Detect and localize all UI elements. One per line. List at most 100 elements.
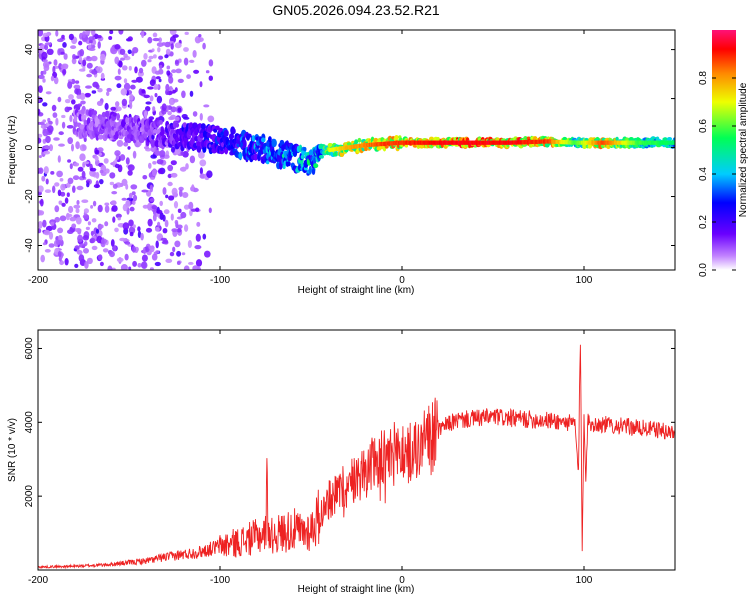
spectrogram-cell [79, 92, 86, 100]
spectrogram-cell [169, 251, 175, 257]
spectrogram-cell [140, 261, 148, 270]
spectrogram-cell [192, 111, 198, 117]
figure-title: GN05.2026.094.23.52.R21 [272, 2, 440, 18]
spectrogram-cell [189, 59, 195, 64]
x-tick-label: 100 [576, 275, 593, 286]
spectrogram-cell [184, 31, 189, 35]
spectrogram-cell [57, 96, 62, 103]
spectrogram-cell [194, 245, 202, 250]
spectrogram-cell [44, 42, 52, 46]
spectrogram-cell [85, 30, 91, 35]
spectrogram-cell [89, 237, 96, 244]
spectrogram-cell [42, 128, 49, 137]
spectrogram-cell [50, 221, 55, 226]
spectrogram-cell [150, 245, 155, 253]
spectrogram-cell [38, 108, 41, 115]
spectrogram-cell [75, 141, 80, 150]
spectrogram-cell [166, 70, 171, 76]
spectrogram-cell [151, 253, 158, 261]
spectrogram-cell [98, 114, 103, 120]
spectrogram-cell [151, 205, 158, 210]
spectrogram-cell [98, 254, 103, 261]
spectrogram-cell [91, 218, 97, 223]
spectrogram-cell [76, 185, 84, 191]
spectrogram-cell [114, 227, 119, 233]
spectrogram-cell [64, 197, 69, 204]
spectrogram-cell [131, 191, 136, 196]
spectrogram-cell [99, 169, 104, 174]
spectrogram-cell [121, 98, 128, 107]
spectrogram-cell [129, 102, 133, 109]
spectrogram-cell [42, 70, 47, 75]
spectrogram-cell [115, 101, 120, 107]
spectrogram-cell [185, 163, 189, 170]
spectrogram-cell [164, 54, 169, 59]
spectrogram-cell [142, 175, 148, 180]
spectrogram-cell [152, 106, 156, 112]
spectrogram-cell [127, 146, 131, 150]
spectrogram-cell [154, 93, 158, 98]
spectrogram-cell [57, 250, 62, 258]
spectrogram-cell [143, 146, 150, 150]
spectrogram-cell [163, 209, 170, 215]
spectrogram-cell [364, 146, 368, 152]
spectrogram-cell [55, 239, 62, 245]
spectrogram-cell [43, 145, 51, 150]
spectrogram-cell [78, 243, 86, 248]
spectrogram-cell [131, 50, 135, 57]
spectrogram-cell [176, 261, 181, 265]
spectrogram-cell [229, 133, 235, 140]
spectrogram-cell [95, 228, 100, 234]
spectrogram-cell [38, 133, 43, 138]
spectrogram-cell [124, 253, 129, 261]
spectrogram-cell [60, 183, 66, 191]
spectrogram-cell [112, 245, 117, 252]
x-tick-label: -100 [210, 575, 230, 586]
spectrogram-cell [170, 213, 174, 221]
colorbar-tick-label: 0.0 [698, 263, 709, 277]
spectrogram-cell [43, 150, 51, 155]
spectrogram-cell [320, 155, 324, 159]
spectrogram-cell [149, 198, 155, 202]
spectrogram-cell [60, 65, 65, 69]
spectrogram-cell [159, 212, 164, 221]
spectrogram-cell [69, 114, 73, 123]
spectrogram-cell [172, 89, 177, 94]
spectrogram-cell [42, 102, 48, 107]
spectrogram-cell [157, 169, 163, 174]
spectrogram-cell [68, 33, 74, 41]
spectrogram-cell [160, 129, 165, 136]
x-tick-label: -200 [28, 275, 48, 286]
spectrogram-cell [199, 81, 203, 88]
spectrogram-cell [156, 209, 163, 214]
spectrogram-cell [80, 109, 86, 115]
spectrogram-cell [188, 201, 194, 210]
spectrogram-cell [73, 204, 81, 209]
spectrogram-cell [116, 257, 124, 263]
spectrogram-cell [170, 146, 176, 153]
spectrogram-cell [67, 229, 74, 234]
spectrogram-cell [115, 213, 122, 219]
spectrogram-cell [286, 161, 291, 167]
spectrogram-cell [53, 59, 58, 66]
spectrogram-cell [68, 94, 74, 100]
spectrogram-cell [129, 231, 134, 237]
spectrogram-cell [123, 78, 128, 84]
spectrogram-cell [99, 224, 104, 229]
spectrogram-cell [145, 227, 153, 233]
spectrogram-cell [174, 219, 179, 225]
spectrogram-cell [206, 170, 213, 178]
spectrogram-cell [83, 208, 89, 214]
spectrogram-cell [58, 131, 64, 136]
spectrogram-cell [175, 68, 182, 74]
spectrogram-cell [38, 85, 43, 93]
spectrogram-cell [57, 38, 64, 43]
spectrogram-cell [168, 195, 175, 201]
spectrogram-cell [80, 100, 86, 105]
spectrogram-cell [271, 138, 277, 148]
spectrogram-cell [134, 66, 138, 74]
spectrogram-cell [167, 111, 172, 116]
spectrogram-cell [42, 119, 46, 123]
spectrogram-cell [171, 228, 178, 233]
spectrogram-cell [53, 76, 59, 85]
